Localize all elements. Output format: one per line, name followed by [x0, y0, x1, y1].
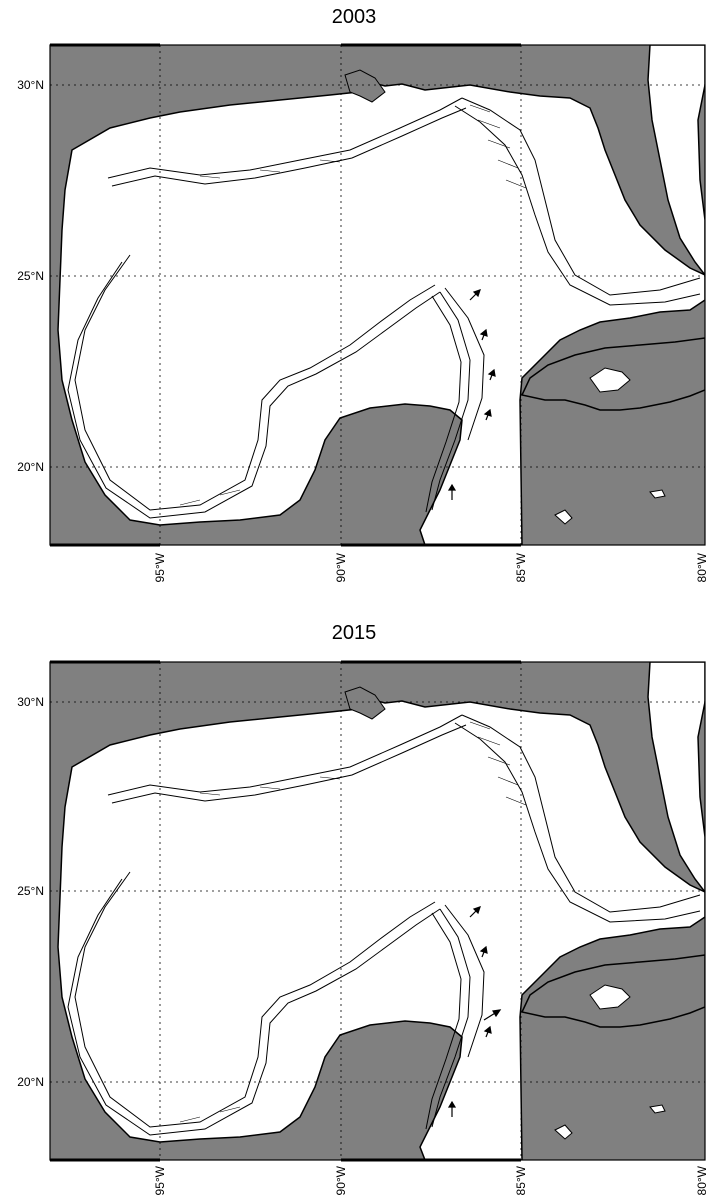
lat-label: 20°N: [17, 460, 44, 474]
lat-label: 30°N: [17, 78, 44, 92]
frame-ticks: [50, 43, 521, 547]
graticule: [50, 662, 705, 1160]
island: [554, 1124, 573, 1140]
island: [649, 489, 666, 499]
lon-label: 90°W: [334, 552, 348, 582]
current-flow-lines: [67, 714, 701, 1136]
lat-label: 30°N: [17, 695, 44, 709]
gulf-map: 30°N 25°N 20°N 95°W 90°W 85°W 80°W: [17, 660, 708, 1195]
gulf-water: [57, 79, 705, 545]
lat-label: 20°N: [17, 1075, 44, 1089]
lon-label: 80°W: [695, 1165, 708, 1195]
lon-label: 90°W: [334, 1165, 348, 1195]
island: [554, 509, 573, 525]
lon-label: 95°W: [153, 1165, 167, 1195]
atlantic-water: [647, 662, 705, 894]
mississippi-delta: [344, 69, 386, 103]
cuba-lagoon: [589, 367, 631, 393]
island: [649, 1104, 666, 1114]
gulf-map: 30°N 25°N 20°N 95°W 90°W 85°W 80°W: [17, 43, 708, 582]
hatch-marks: [179, 104, 527, 506]
lon-label: 95°W: [153, 552, 167, 582]
hatch-marks: [179, 721, 527, 1123]
lat-label: 25°N: [17, 884, 44, 898]
velocity-arrows: [447, 289, 496, 500]
cuba-lagoon: [589, 984, 631, 1010]
mississippi-delta: [344, 686, 386, 720]
panel-title: 2003: [331, 6, 377, 28]
lon-label: 85°W: [514, 1165, 528, 1195]
lon-label: 85°W: [514, 552, 528, 582]
frame-ticks: [50, 660, 521, 1162]
velocity-arrows: [447, 906, 502, 1117]
map-panel-2003: 2003: [0, 0, 708, 600]
atlantic-water: [647, 45, 705, 277]
graticule: [50, 45, 705, 545]
current-flow-lines: [67, 97, 701, 519]
lat-label: 25°N: [17, 269, 44, 283]
map-panel-2015: 2015: [0, 600, 708, 1201]
gulf-water: [57, 696, 705, 1160]
lon-label: 80°W: [695, 552, 708, 582]
panel-title: 2015: [331, 622, 377, 644]
